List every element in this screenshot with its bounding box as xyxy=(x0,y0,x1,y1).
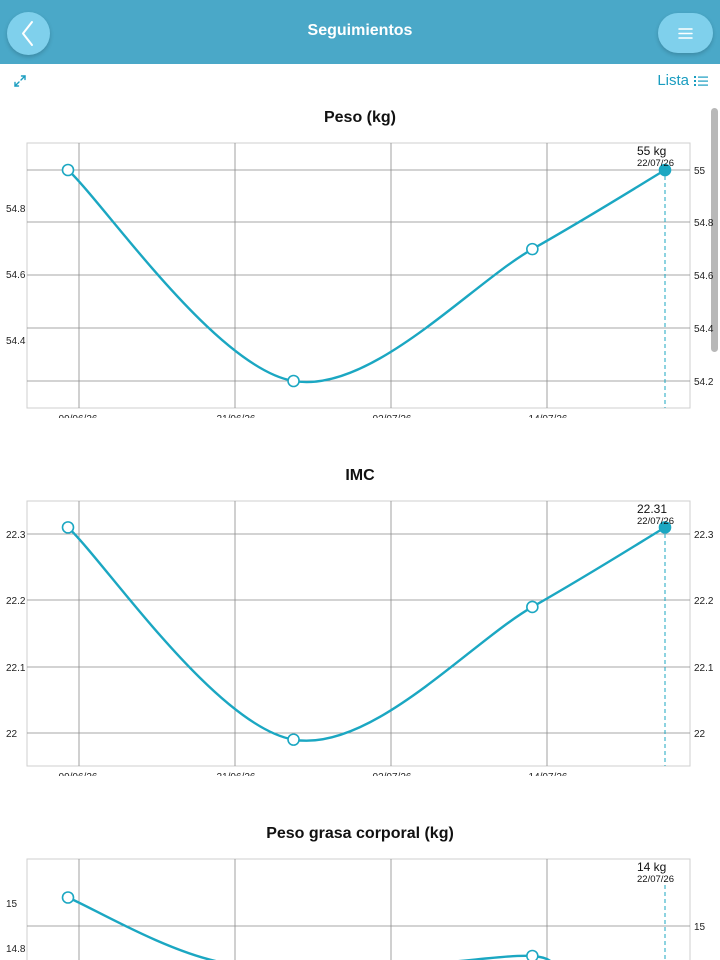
x-tick-label: 14/07/26 xyxy=(529,414,568,425)
data-point-selected xyxy=(658,521,672,534)
y-tick-label-right: 54.2 xyxy=(694,377,714,388)
plot-frame xyxy=(26,858,691,960)
list-icon xyxy=(694,75,708,86)
y-tick-label-right: 22.1 xyxy=(694,663,714,674)
page-title: Seguimientos xyxy=(307,22,413,39)
data-point xyxy=(61,521,75,534)
data-point xyxy=(61,163,75,177)
y-tick-label-right: 54.6 xyxy=(694,271,714,282)
y-tick-label-right: 15 xyxy=(694,922,706,933)
y-tick-label-left: 54.6 xyxy=(6,270,26,281)
y-tick-label-right: 54.8 xyxy=(694,218,714,229)
chart-title-grasa: Peso grasa corporal (kg) xyxy=(266,825,454,842)
x-tick-label: 14/07/26 xyxy=(529,772,568,783)
chart-plot-group: 54.8 54.6 54.4 55 54.8 54.6 54.4 54.2 09/06/26 21… xyxy=(6,142,714,425)
highlight-date-label: 22/07/26 xyxy=(637,516,674,527)
y-tick-label-right: 22 xyxy=(694,729,706,740)
y-tick-label-right: 22.2 xyxy=(694,596,714,607)
data-point xyxy=(526,242,539,256)
data-point xyxy=(287,374,300,388)
expand-icon[interactable] xyxy=(12,73,28,89)
highlight-value-label: 55 kg xyxy=(637,144,666,158)
plot-frame xyxy=(26,142,691,409)
y-tick-label-left: 22.1 xyxy=(6,663,26,674)
y-tick-label-left: 22 xyxy=(6,729,18,740)
x-tick-label: 02/07/26 xyxy=(373,772,412,783)
y-tick-label-left: 15 xyxy=(6,899,18,910)
y-tick-label-left: 22.2 xyxy=(6,596,26,607)
data-point xyxy=(287,733,300,746)
lista-label: Lista xyxy=(657,72,689,89)
y-tick-label-right: 54.4 xyxy=(694,324,714,335)
x-tick-label: 09/06/26 xyxy=(59,414,98,425)
data-point-selected xyxy=(658,163,672,177)
chart-plot-group: 22.3 22.2 22.1 22 22.3 22.2 22.1 22 09/06/26 21/0… xyxy=(6,500,714,783)
back-button[interactable] xyxy=(7,12,50,55)
scrollbar[interactable] xyxy=(711,108,718,352)
hamburger-icon xyxy=(678,28,693,39)
plot-frame xyxy=(26,500,691,767)
highlight-value-label: 14 kg xyxy=(637,860,666,874)
y-tick-label-right: 22.3 xyxy=(694,530,714,541)
data-point xyxy=(526,949,539,960)
chart-title-peso: Peso (kg) xyxy=(323,109,396,126)
series-line xyxy=(66,168,667,384)
highlight-value-label: 22.31 xyxy=(637,502,667,516)
menu-button[interactable] xyxy=(658,13,713,53)
x-tick-label: 21/06/26 xyxy=(217,414,256,425)
y-tick-label-left: 14.8 xyxy=(6,944,26,955)
chart-title-imc: IMC xyxy=(345,467,375,484)
list-view-button[interactable]: Lista xyxy=(657,72,708,89)
y-tick-label-right: 55 xyxy=(694,166,706,177)
data-point xyxy=(61,891,75,904)
x-tick-label: 09/06/26 xyxy=(59,772,98,783)
data-point xyxy=(526,600,539,614)
series-line xyxy=(66,526,667,742)
series-line xyxy=(66,896,551,960)
chevron-left-icon xyxy=(22,21,33,46)
highlight-date-label: 22/07/26 xyxy=(637,874,674,885)
y-tick-label-left: 22.3 xyxy=(6,530,26,541)
y-tick-label-left: 54.8 xyxy=(6,204,26,215)
x-tick-label: 21/06/26 xyxy=(217,772,256,783)
y-tick-label-left: 54.4 xyxy=(6,336,26,347)
x-tick-label: 02/07/26 xyxy=(373,414,412,425)
highlight-date-label: 22/07/26 xyxy=(637,158,674,169)
app-header: Seguimientos xyxy=(0,0,720,64)
